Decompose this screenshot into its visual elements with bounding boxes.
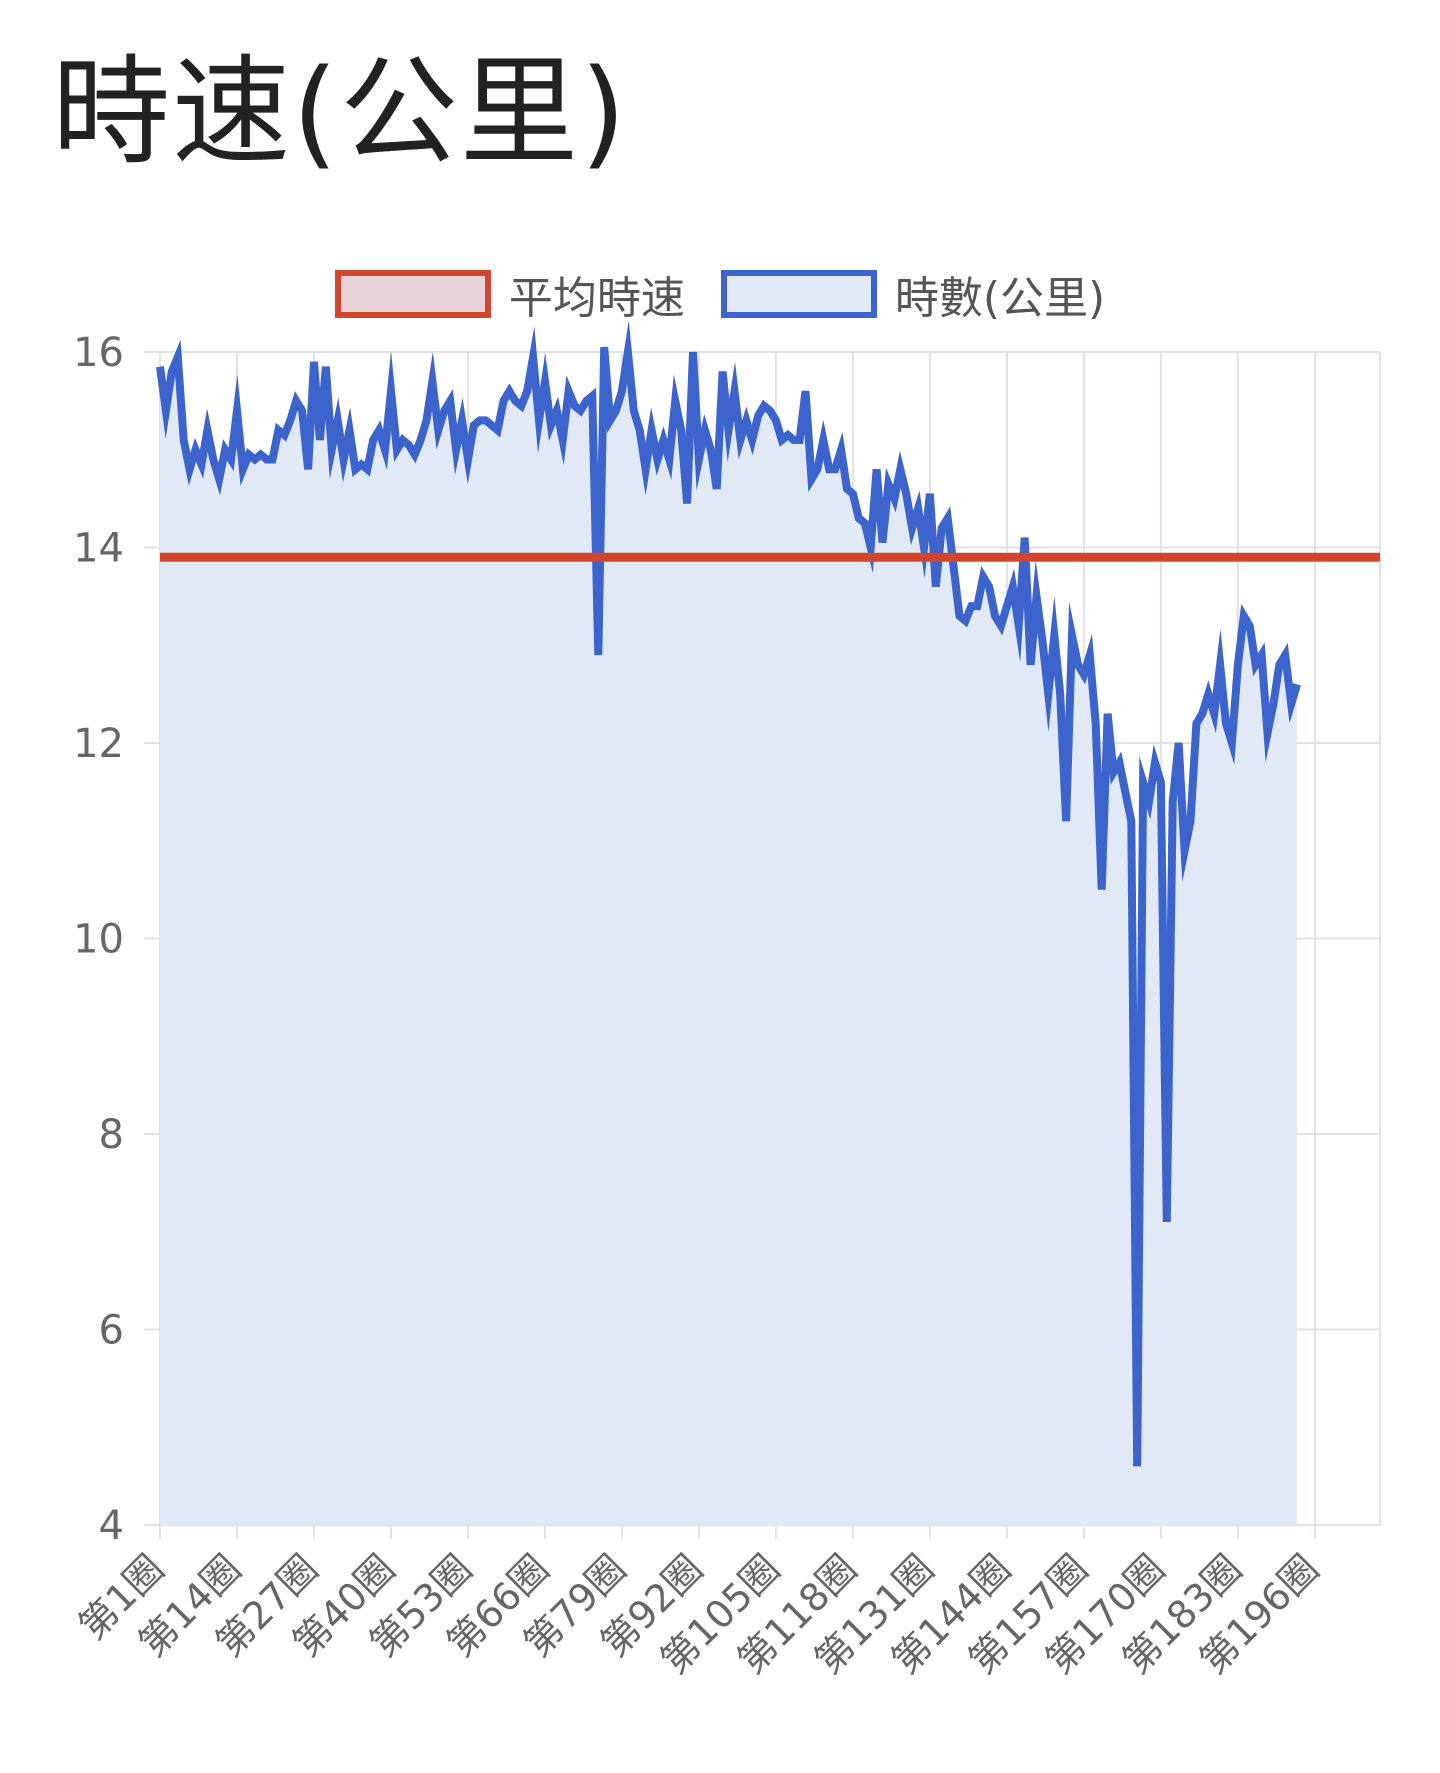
y-tick-label: 8 [99, 1112, 124, 1158]
legend-label-average: 平均時速 [508, 273, 685, 324]
legend-swatch-average [334, 270, 491, 318]
chart-title: 時速(公里) [52, 43, 629, 181]
y-tick-label: 16 [73, 330, 124, 376]
legend-swatch-speed [720, 270, 877, 318]
y-tick-label: 12 [73, 721, 124, 767]
y-tick-label: 14 [73, 526, 124, 572]
series-line-speed [156, 320, 1301, 1467]
legend-item-average[interactable]: 平均時速 [334, 262, 685, 326]
legend-item-speed[interactable]: 時數(公里) [720, 262, 1106, 326]
chart-legend: 平均時速 時數(公里) [0, 262, 1440, 326]
legend-label-speed: 時數(公里) [894, 273, 1106, 324]
series-area-speed [160, 347, 1298, 1526]
y-tick-label: 10 [73, 917, 124, 963]
y-tick-label: 6 [99, 1308, 124, 1354]
y-tick-label: 4 [99, 1503, 124, 1549]
